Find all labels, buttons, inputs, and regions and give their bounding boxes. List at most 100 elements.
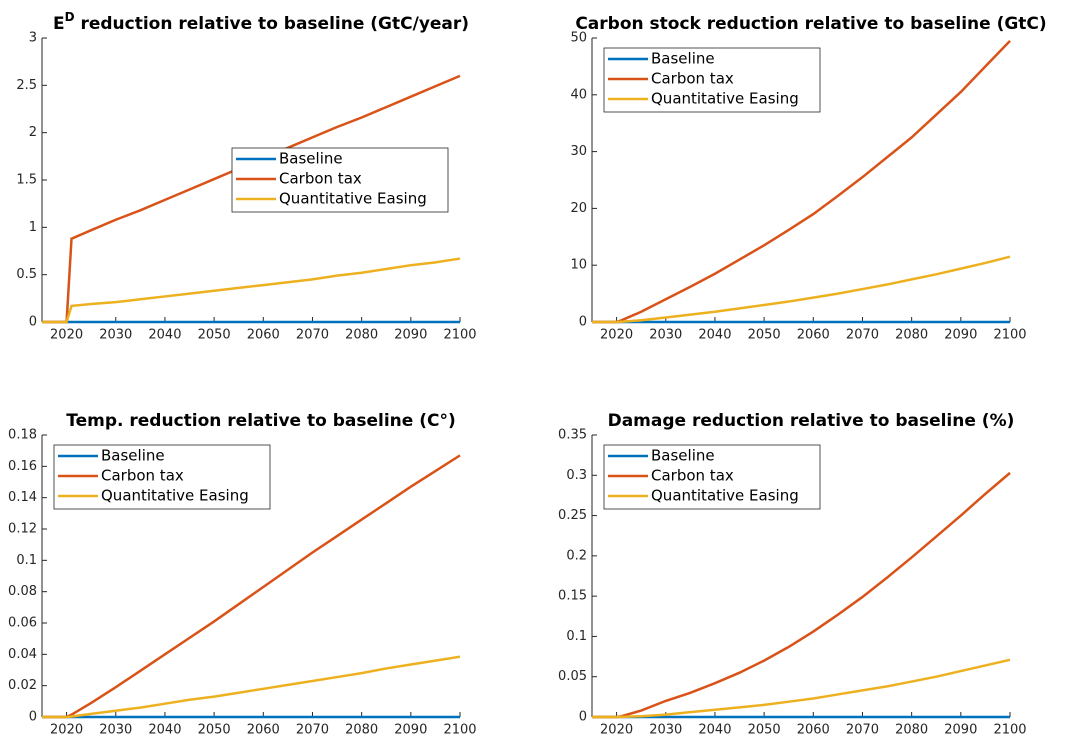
legend-label: Quantitative Easing (651, 487, 799, 505)
legend: Baseline Carbon tax Quantitative Easing (53, 444, 271, 510)
subplot-title: ED reduction relative to baseline (GtC/y… (53, 10, 469, 35)
y-tick-label: 40 (570, 87, 587, 102)
x-tick-label: 2030 (649, 328, 682, 343)
data-line (42, 655, 461, 719)
subplot: Carbon stock reduction relative to basel… (570, 14, 1046, 343)
y-tick-label: 3 (29, 31, 37, 46)
x-tick-label: 2020 (600, 723, 633, 738)
legend-label: Baseline (651, 50, 715, 68)
subplot-title: Carbon stock reduction relative to basel… (575, 14, 1046, 34)
legend: Baseline Carbon tax Quantitative Easing (231, 147, 449, 213)
legend-label: Baseline (651, 447, 715, 465)
legend-label: Baseline (279, 150, 343, 168)
legend-label: Carbon tax (651, 70, 734, 88)
x-tick-label: 2020 (50, 328, 83, 343)
y-tick-label: 0.14 (8, 490, 37, 505)
x-tick-label: 2030 (99, 723, 132, 738)
x-tick-label: 2070 (296, 328, 329, 343)
x-tick-label: 2090 (394, 328, 427, 343)
y-tick-label: 0.06 (8, 616, 37, 631)
x-tick-label: 2050 (748, 723, 781, 738)
x-tick-label: 2060 (797, 723, 830, 738)
x-tick-label: 2070 (296, 723, 329, 738)
y-tick-label: 1 (29, 220, 37, 235)
x-tick-label: 2030 (649, 723, 682, 738)
x-tick-label: 2090 (944, 723, 977, 738)
y-tick-label: 0.16 (8, 459, 37, 474)
data-line (592, 39, 1011, 324)
x-tick-label: 2080 (345, 723, 378, 738)
legend-label: Carbon tax (651, 467, 734, 485)
y-tick-label: 0.12 (8, 522, 37, 537)
x-tick-label: 2090 (394, 723, 427, 738)
y-tick-label: 0.02 (8, 678, 37, 693)
subplot: Damage reduction relative to baseline (%… (558, 411, 1027, 738)
subplot: Temp. reduction relative to baseline (C°… (8, 411, 477, 738)
y-tick-label: 0 (29, 315, 37, 330)
y-tick-label: 0 (579, 315, 587, 330)
x-tick-label: 2100 (993, 328, 1026, 343)
y-tick-label: 0.1 (16, 553, 37, 568)
subplot-title: Temp. reduction relative to baseline (C°… (66, 411, 455, 431)
y-tick-label: 0.2 (566, 548, 587, 563)
x-tick-label: 2050 (198, 328, 231, 343)
y-tick-label: 20 (570, 201, 587, 216)
legend: Baseline Carbon tax Quantitative Easing (603, 444, 821, 510)
title-part: D (65, 10, 75, 24)
y-tick-label: 50 (570, 31, 587, 46)
x-tick-label: 2020 (50, 723, 83, 738)
x-tick-label: 2070 (846, 328, 879, 343)
legend-label: Baseline (101, 447, 165, 465)
x-tick-label: 2060 (247, 328, 280, 343)
y-tick-label: 2.5 (16, 78, 37, 93)
x-tick-label: 2050 (198, 723, 231, 738)
x-tick-label: 2100 (993, 723, 1026, 738)
subplot: ED reduction relative to baseline (GtC/y… (16, 10, 476, 343)
y-tick-label: 0.1 (566, 629, 587, 644)
subplot-title: Damage reduction relative to baseline (%… (608, 411, 1015, 431)
x-tick-label: 2100 (443, 328, 476, 343)
data-line (592, 255, 1011, 324)
y-tick-label: 0.18 (8, 428, 37, 443)
legend-label: Quantitative Easing (651, 90, 799, 108)
y-tick-label: 0.05 (558, 669, 587, 684)
x-tick-label: 2090 (944, 328, 977, 343)
title-part: E (53, 14, 65, 34)
x-tick-label: 2040 (698, 328, 731, 343)
x-tick-label: 2030 (99, 328, 132, 343)
x-tick-label: 2050 (748, 328, 781, 343)
x-tick-label: 2060 (797, 328, 830, 343)
x-tick-label: 2080 (895, 723, 928, 738)
data-line (592, 471, 1011, 719)
legend: Baseline Carbon tax Quantitative Easing (603, 47, 821, 113)
x-tick-label: 2100 (443, 723, 476, 738)
y-tick-label: 1.5 (16, 173, 37, 188)
data-line (42, 454, 461, 719)
x-tick-label: 2020 (600, 328, 633, 343)
y-tick-label: 30 (570, 144, 587, 159)
title-part: reduction relative to baseline (GtC/year… (75, 14, 470, 34)
data-line (592, 658, 1011, 719)
y-tick-label: 0.08 (8, 584, 37, 599)
x-tick-label: 2040 (148, 723, 181, 738)
x-tick-label: 2040 (148, 328, 181, 343)
y-tick-label: 0.35 (558, 428, 587, 443)
legend-label: Carbon tax (279, 170, 362, 188)
x-tick-label: 2080 (895, 328, 928, 343)
y-tick-label: 0.15 (558, 589, 587, 604)
legend-label: Carbon tax (101, 467, 184, 485)
legend-label: Quantitative Easing (279, 190, 427, 208)
y-tick-label: 0.3 (566, 468, 587, 483)
x-tick-label: 2070 (846, 723, 879, 738)
legend-label: Quantitative Easing (101, 487, 249, 505)
x-tick-label: 2060 (247, 723, 280, 738)
x-tick-label: 2040 (698, 723, 731, 738)
y-tick-label: 2 (29, 125, 37, 140)
y-tick-label: 0.5 (16, 267, 37, 282)
y-tick-label: 0.25 (558, 508, 587, 523)
y-tick-label: 10 (570, 258, 587, 273)
y-tick-label: 0 (29, 710, 37, 725)
x-tick-label: 2080 (345, 328, 378, 343)
data-line (42, 257, 461, 324)
